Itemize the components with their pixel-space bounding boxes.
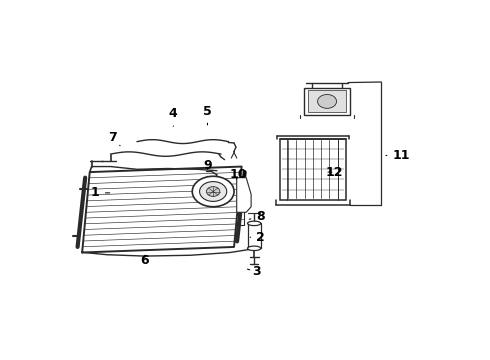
Bar	[247, 223, 261, 248]
Text: 10: 10	[229, 168, 246, 181]
Polygon shape	[237, 177, 251, 212]
Bar	[304, 87, 350, 115]
Circle shape	[192, 176, 234, 207]
Bar	[308, 90, 346, 112]
Text: 7: 7	[108, 131, 120, 146]
Circle shape	[206, 186, 220, 197]
Text: 8: 8	[249, 210, 265, 223]
Text: 1: 1	[91, 186, 110, 199]
Text: 5: 5	[203, 105, 212, 125]
Text: 3: 3	[247, 265, 261, 278]
Bar	[280, 139, 346, 200]
Ellipse shape	[247, 246, 261, 251]
Ellipse shape	[247, 221, 261, 226]
Text: 2: 2	[250, 231, 265, 244]
Circle shape	[318, 94, 337, 108]
Text: 4: 4	[169, 107, 178, 126]
Circle shape	[199, 181, 227, 201]
Text: 12: 12	[326, 166, 343, 179]
Text: 6: 6	[141, 254, 149, 267]
Text: 11: 11	[386, 149, 410, 162]
Text: 9: 9	[203, 159, 212, 172]
